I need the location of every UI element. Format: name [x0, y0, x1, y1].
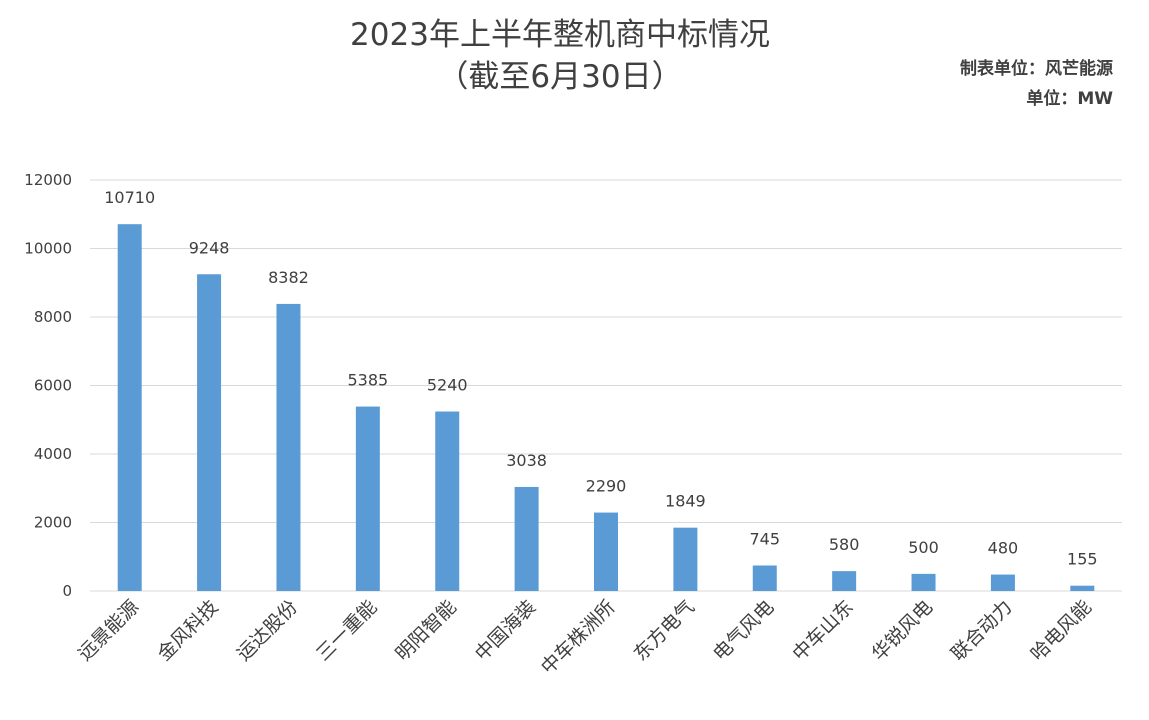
x-category-label: 中国海装	[471, 596, 540, 665]
y-tick-label: 10000	[24, 240, 72, 258]
y-axis-ticks: 0 2000 4000 6000 8000 10000 12000	[24, 171, 72, 600]
x-category-label: 远景能源	[74, 596, 143, 665]
x-category-label: 中车山东	[788, 596, 857, 665]
x-category-label: 东方电气	[630, 596, 699, 665]
bar-value-label: 500	[908, 538, 939, 557]
bar-value-label: 155	[1067, 550, 1098, 569]
x-category-label: 金风科技	[153, 596, 222, 665]
y-tick-label: 0	[62, 582, 72, 600]
x-category-label: 中车株洲所	[537, 596, 620, 679]
bar	[435, 411, 460, 591]
bar	[355, 406, 380, 591]
bar-value-label: 480	[988, 539, 1019, 558]
bar-value-label: 5385	[347, 371, 388, 390]
chart-title: 2023年上半年整机商中标情况	[350, 17, 770, 53]
x-category-label: 电气风电	[709, 596, 778, 665]
x-category-label: 明阳智能	[391, 596, 460, 665]
source-label: 制表单位：风芒能源	[960, 59, 1113, 79]
bar	[1070, 585, 1095, 591]
x-category-label: 哈电风能	[1027, 596, 1096, 665]
bar	[752, 565, 777, 591]
y-tick-label: 12000	[24, 171, 72, 189]
x-category-label: 华锐风电	[868, 596, 937, 665]
chart-title-block: 2023年上半年整机商中标情况 （截至6月30日）	[260, 14, 860, 98]
y-tick-label: 6000	[34, 377, 72, 395]
bar-value-label: 8382	[268, 268, 309, 287]
bar	[276, 303, 301, 591]
bar-value-label: 3038	[506, 451, 547, 470]
y-tick-label: 8000	[34, 308, 72, 326]
bar-value-label: 10710	[104, 188, 155, 207]
bar	[514, 486, 539, 591]
bar-value-label: 745	[749, 529, 780, 548]
x-category-label: 运达股份	[233, 596, 302, 665]
bar-value-label: 580	[829, 535, 860, 554]
y-tick-label: 4000	[34, 445, 72, 463]
bar	[197, 274, 222, 591]
bar-value-label: 5240	[427, 376, 468, 395]
value-labels: 10710 9248 8382 5385 5240 3038 2290 1849 745 580 5…	[104, 188, 1097, 569]
bar	[911, 573, 936, 591]
chart-subtitle: （截至6月30日）	[437, 59, 683, 95]
bar	[673, 527, 698, 591]
y-tick-label: 2000	[34, 514, 72, 532]
x-category-label: 三一重能	[312, 596, 381, 665]
bars	[117, 224, 1095, 591]
x-category-label: 联合动力	[947, 596, 1016, 665]
bar-value-label: 1849	[665, 492, 706, 511]
bar	[594, 512, 618, 591]
source-block: 制表单位：风芒能源 单位：MW	[960, 54, 1113, 114]
bar	[117, 224, 142, 591]
bar-value-label: 9248	[189, 238, 230, 257]
bar	[832, 571, 857, 591]
unit-label: 单位：MW	[1026, 89, 1113, 109]
bar	[990, 574, 1015, 591]
bar-value-label: 2290	[586, 477, 627, 496]
